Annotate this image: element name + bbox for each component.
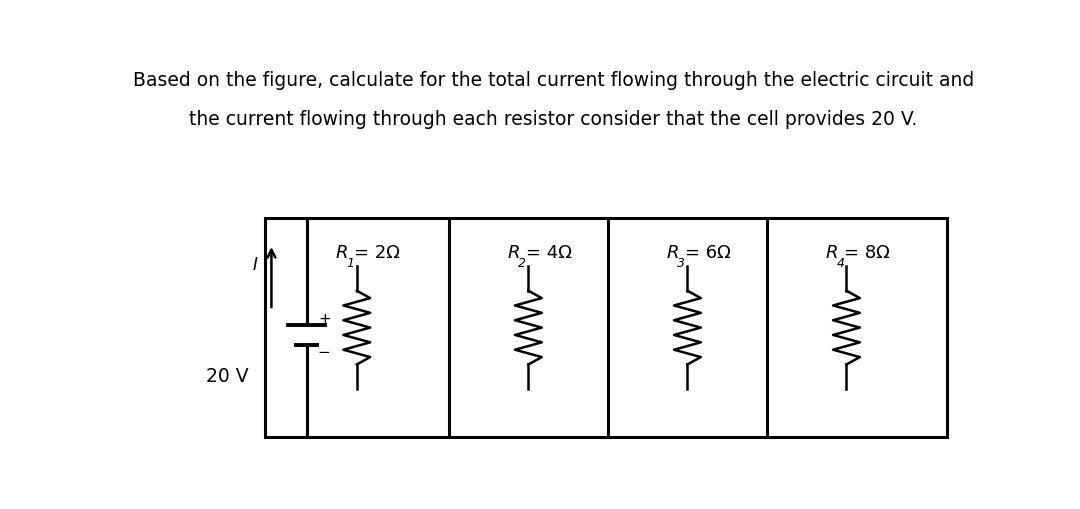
Text: R: R: [336, 244, 349, 262]
Text: 1: 1: [347, 258, 354, 270]
Text: R: R: [825, 244, 838, 262]
Text: = 6Ω: = 6Ω: [685, 244, 731, 262]
Text: 3: 3: [677, 258, 686, 270]
Text: Based on the figure, calculate for the total current flowing through the electri: Based on the figure, calculate for the t…: [133, 71, 974, 90]
Text: the current flowing through each resistor consider that the cell provides 20 V.: the current flowing through each resisto…: [189, 110, 918, 129]
Text: = 2Ω: = 2Ω: [354, 244, 401, 262]
Text: R: R: [508, 244, 519, 262]
Text: 20 V: 20 V: [206, 367, 248, 386]
Bar: [265, 218, 947, 437]
Text: = 4Ω: = 4Ω: [526, 244, 571, 262]
Text: R: R: [666, 244, 679, 262]
Text: 4: 4: [836, 258, 845, 270]
Text: = 8Ω: = 8Ω: [843, 244, 890, 262]
Text: −: −: [316, 345, 329, 360]
Text: 2: 2: [518, 258, 526, 270]
Text: I: I: [253, 257, 257, 274]
Text: +: +: [319, 312, 332, 327]
